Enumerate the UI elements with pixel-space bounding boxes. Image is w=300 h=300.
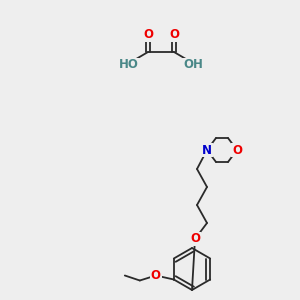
Text: O: O bbox=[151, 269, 161, 282]
Text: N: N bbox=[202, 143, 212, 157]
Text: O: O bbox=[143, 28, 153, 41]
Text: O: O bbox=[232, 143, 242, 157]
Text: OH: OH bbox=[183, 58, 203, 71]
Text: O: O bbox=[190, 232, 200, 245]
Text: O: O bbox=[169, 28, 179, 41]
Text: HO: HO bbox=[119, 58, 139, 71]
